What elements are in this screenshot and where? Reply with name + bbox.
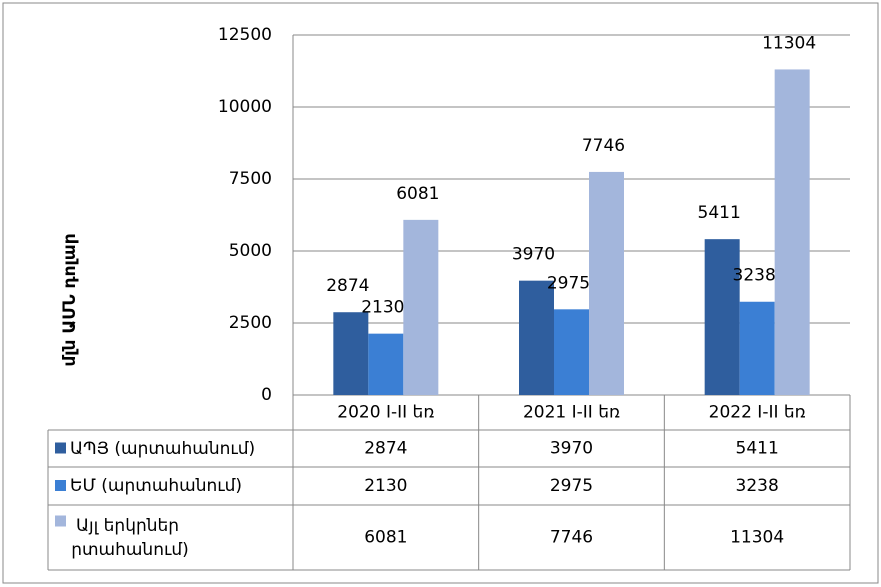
legend-cell: Այլ երկրներ (արտահանում): [70, 515, 189, 560]
bar: [333, 312, 369, 395]
legend-swatch: [55, 515, 66, 527]
legend-swatch: [55, 442, 66, 454]
table-value: 5411: [736, 439, 779, 459]
bar: [704, 239, 740, 395]
x-tick-label: 2021 I-II եռ: [523, 403, 620, 423]
bar: [403, 219, 439, 395]
bar: [519, 280, 554, 395]
table-value: 6081: [364, 528, 407, 548]
bar: [554, 309, 589, 395]
data-label: 2874: [326, 276, 369, 296]
y-tick-label: 0: [261, 385, 272, 405]
legend-cell: ԵՄ (արտահանում): [70, 476, 243, 496]
bar: [774, 69, 810, 396]
table-value: 2874: [364, 439, 407, 459]
data-label: 7746: [582, 136, 625, 156]
bar: [368, 333, 404, 395]
bar: [589, 171, 624, 395]
legend-cell: ԱՊՅ (արտահանում): [70, 438, 256, 459]
data-label: 3238: [733, 266, 776, 286]
legend-label: Այլ երկրներ (արտահանում): [70, 515, 189, 560]
y-tick-label: 2500: [229, 313, 272, 333]
legend-label: ԵՄ (արտահանում): [70, 476, 243, 496]
y-tick-label: 5000: [229, 241, 272, 261]
table-value: 11304: [730, 528, 784, 548]
table-value: 3238: [736, 476, 779, 496]
data-label: 11304: [762, 33, 816, 53]
table-value: 7746: [550, 528, 593, 548]
data-label: 6081: [396, 184, 439, 204]
x-tick-label: 2020 I-II եռ: [337, 403, 434, 423]
y-tick-label: 7500: [229, 169, 272, 189]
data-label: 2130: [361, 298, 404, 318]
y-tick-label: 12500: [218, 25, 272, 45]
legend-swatch: [55, 480, 66, 491]
data-label: 5411: [698, 203, 741, 223]
data-label: 3970: [512, 245, 555, 265]
bar: [739, 301, 775, 395]
legend-label: ԱՊՅ (արտահանում): [70, 438, 256, 459]
table-value: 3970: [550, 439, 593, 459]
y-tick-label: 10000: [218, 97, 272, 117]
table-value: 2130: [364, 476, 407, 496]
table-value: 2975: [550, 476, 593, 496]
data-label: 2975: [547, 273, 590, 293]
y-axis-label: մլն ԱՄՆ դոլար: [60, 233, 80, 366]
x-tick-label: 2022 I-II եռ: [709, 403, 806, 423]
